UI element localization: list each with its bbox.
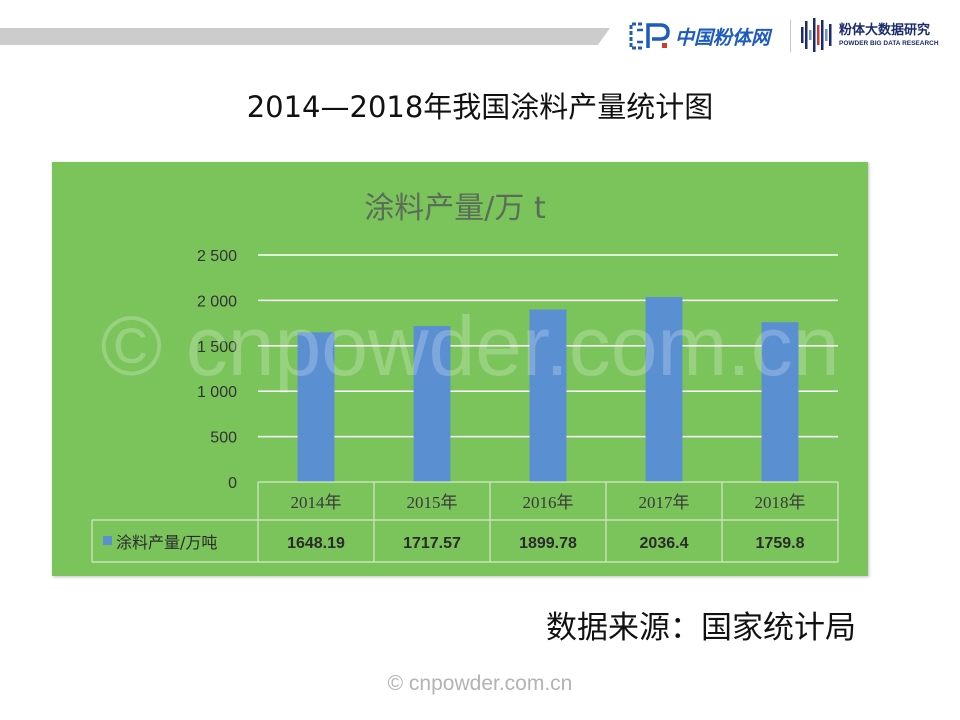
powder-big-data-logo-text: 粉体大数据研究 POWDER BIG DATA RESEARCH: [839, 22, 939, 48]
cnpowder-logo: 中国粉体网: [628, 19, 770, 53]
table-year-cell: 2016年: [523, 493, 574, 512]
table-year-cell: 2018年: [755, 493, 806, 512]
table-value-cell: 1717.57: [403, 535, 461, 552]
y-tick-label: 1 000: [197, 384, 237, 401]
production-bar-chart: 涂料产量/万 t 0 500 1 000 1 500 2 000 2 500 2014年 16…: [52, 162, 868, 576]
logo2-subtitle: POWDER BIG DATA RESEARCH: [839, 40, 939, 47]
legend-label: 涂料产量/万吨: [116, 533, 217, 552]
table-year-cell: 2017年: [639, 493, 690, 512]
cnpowder-logo-icon: [629, 22, 670, 50]
chart-title: 涂料产量/万 t: [364, 191, 546, 226]
bar-2018: [761, 322, 799, 482]
bar-2014: [297, 332, 335, 482]
data-source: 数据来源：国家统计局: [546, 610, 856, 646]
chart-watermark: © cnpowder.com.cn: [101, 299, 840, 393]
bar-2017: [645, 297, 683, 482]
legend-key: [103, 536, 112, 545]
header-stripe: [0, 28, 610, 45]
table-year-cell: 2015年: [407, 493, 458, 512]
y-tick-label: 1 500: [197, 339, 237, 356]
table-value-cell: 1759.8: [756, 535, 805, 552]
y-tick-label: 2 000: [197, 293, 237, 310]
bar-2015: [413, 326, 451, 482]
bar-code-logo-icon: [801, 18, 832, 52]
y-tick-label: 0: [228, 475, 237, 492]
logo2-title: 粉体大数据研究: [839, 23, 931, 38]
table-value-cell: 1899.78: [519, 535, 577, 552]
slide-title: 2014—2018年我国涂料产量统计图: [246, 90, 714, 124]
table-value-cell: 1648.19: [287, 535, 345, 552]
chart-background: [52, 162, 868, 576]
bar-2016: [529, 309, 567, 482]
y-tick-label: 500: [210, 430, 237, 447]
powder-big-data-logo: 粉体大数据研究 POWDER BIG DATA RESEARCH: [800, 17, 939, 53]
y-tick-label: 2 500: [197, 248, 237, 265]
cnpowder-logo-text: 中国粉体网: [675, 26, 771, 49]
logo-divider: [790, 20, 791, 52]
table-year-cell: 2014年: [291, 493, 342, 512]
footer-watermark: © cnpowder.com.cn: [387, 672, 573, 695]
table-value-cell: 2036.4: [640, 535, 689, 552]
